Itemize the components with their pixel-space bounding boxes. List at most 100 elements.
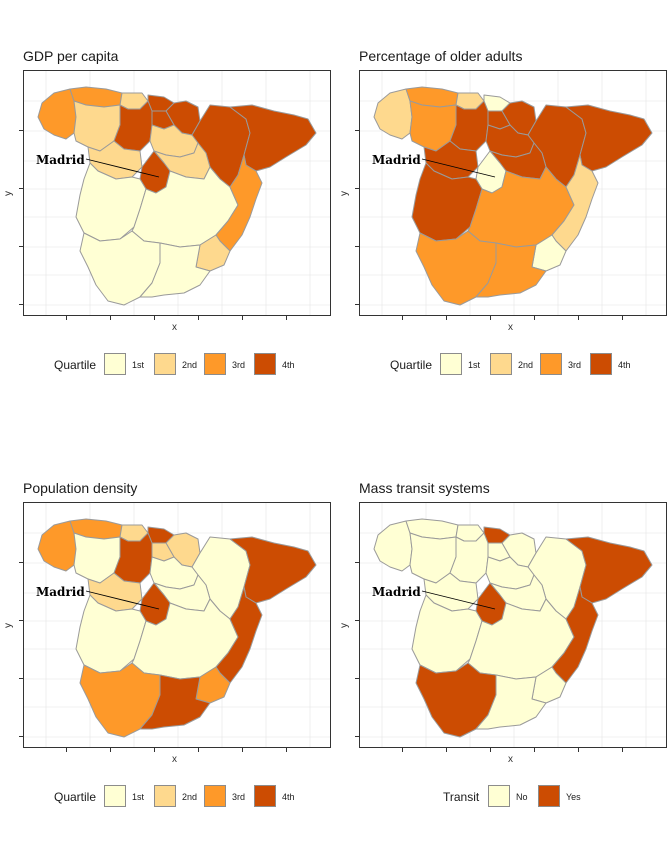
y-axis-tick (355, 620, 359, 621)
region-galicia (37, 520, 77, 572)
y-axis-label: y (339, 623, 350, 628)
legend-key-2nd (490, 353, 512, 375)
x-axis-tick (446, 316, 447, 320)
x-axis-tick (534, 316, 535, 320)
region-burgos (113, 100, 153, 152)
x-axis-tick (110, 316, 111, 320)
legend-title: Quartile (390, 358, 433, 372)
y-axis-tick (19, 304, 23, 305)
x-axis-tick (286, 748, 287, 752)
legend-title: Quartile (54, 358, 97, 372)
region-burgos (113, 532, 153, 584)
regions-layer (37, 86, 317, 306)
legend-key-1st (104, 785, 126, 807)
legend-key-3rd (540, 353, 562, 375)
panel-title: Population density (23, 480, 138, 496)
legend-label: 4th (282, 792, 295, 802)
map-panel-3: Population density Madrid y x Quartile 1… (0, 432, 336, 864)
region-andalusia-e (475, 242, 547, 298)
y-axis-tick (355, 562, 359, 563)
x-axis-tick (578, 748, 579, 752)
madrid-label: Madrid (36, 153, 85, 167)
x-axis-label: x (172, 322, 177, 333)
map-panel-1: GDP per capita Madrid y x Quartile 1st 2n… (0, 0, 336, 432)
madrid-pointer-line (85, 590, 160, 610)
legend-label: 1st (468, 360, 481, 370)
region-andalusia-e (475, 674, 547, 730)
madrid-pointer-line (85, 158, 160, 178)
legend-key-4th (254, 353, 276, 375)
legend-label: 2nd (182, 792, 198, 802)
y-axis-tick (355, 304, 359, 305)
x-axis-tick (242, 748, 243, 752)
legend-key-yes (538, 785, 560, 807)
spain-choropleth: Madrid (360, 503, 666, 747)
region-valencia (215, 154, 263, 252)
madrid-label: Madrid (36, 585, 85, 599)
y-axis-tick (355, 130, 359, 131)
region-andalusia-e (139, 242, 211, 298)
map-plot-area: Madrid (23, 70, 331, 316)
legend-key-3rd (204, 353, 226, 375)
region-catalonia (229, 536, 317, 604)
map-panel-4: Mass transit systems Madrid y x Transit … (336, 432, 672, 864)
legend-key-1st (440, 353, 462, 375)
legend-label: 2nd (182, 360, 198, 370)
legend-label: 3rd (568, 360, 582, 370)
x-axis-label: x (508, 322, 513, 333)
region-catalonia (565, 536, 653, 604)
x-axis-label: x (508, 754, 513, 765)
region-valencia (551, 154, 599, 252)
panel-title: Mass transit systems (359, 480, 490, 496)
madrid-label: Madrid (372, 153, 421, 167)
x-axis-tick (534, 748, 535, 752)
y-axis-tick (19, 562, 23, 563)
x-axis-tick (286, 316, 287, 320)
legend-key-1st (104, 353, 126, 375)
legend-label: Yes (566, 792, 581, 802)
region-galicia (373, 88, 413, 140)
x-axis-tick (402, 316, 403, 320)
x-axis-tick (622, 316, 623, 320)
madrid-pointer-line (421, 158, 496, 178)
x-axis-tick (66, 316, 67, 320)
legend-title: Quartile (54, 790, 97, 804)
legend-label: 3rd (232, 792, 246, 802)
y-axis-tick (19, 130, 23, 131)
y-axis-label: y (3, 191, 14, 196)
legend-label: 2nd (518, 360, 534, 370)
region-burgos (449, 532, 489, 584)
x-axis-tick (622, 748, 623, 752)
y-axis-tick (19, 678, 23, 679)
spain-choropleth: Madrid (24, 71, 330, 315)
x-axis-tick (198, 316, 199, 320)
x-axis-tick (446, 748, 447, 752)
legend-key-4th (590, 353, 612, 375)
legend-key-2nd (154, 353, 176, 375)
legend-key-no (488, 785, 510, 807)
regions-layer (37, 518, 317, 738)
legend-title: Transit (443, 790, 480, 804)
x-axis-tick (154, 748, 155, 752)
region-galicia (37, 88, 77, 140)
map-plot-area: Madrid (23, 502, 331, 748)
x-axis-tick (154, 316, 155, 320)
region-burgos (449, 100, 489, 152)
region-catalonia (565, 104, 653, 172)
y-axis-tick (19, 620, 23, 621)
y-axis-tick (19, 246, 23, 247)
y-axis-tick (355, 188, 359, 189)
x-axis-tick (242, 316, 243, 320)
legend-key-3rd (204, 785, 226, 807)
x-axis-tick (490, 748, 491, 752)
x-axis-tick (66, 748, 67, 752)
madrid-label: Madrid (372, 585, 421, 599)
y-axis-tick (19, 188, 23, 189)
panel-title: GDP per capita (23, 48, 119, 64)
legend-label: 4th (282, 360, 295, 370)
legend-key-4th (254, 785, 276, 807)
madrid-pointer-line (421, 590, 496, 610)
spain-choropleth: Madrid (24, 503, 330, 747)
x-axis-tick (490, 316, 491, 320)
x-axis-label: x (172, 754, 177, 765)
